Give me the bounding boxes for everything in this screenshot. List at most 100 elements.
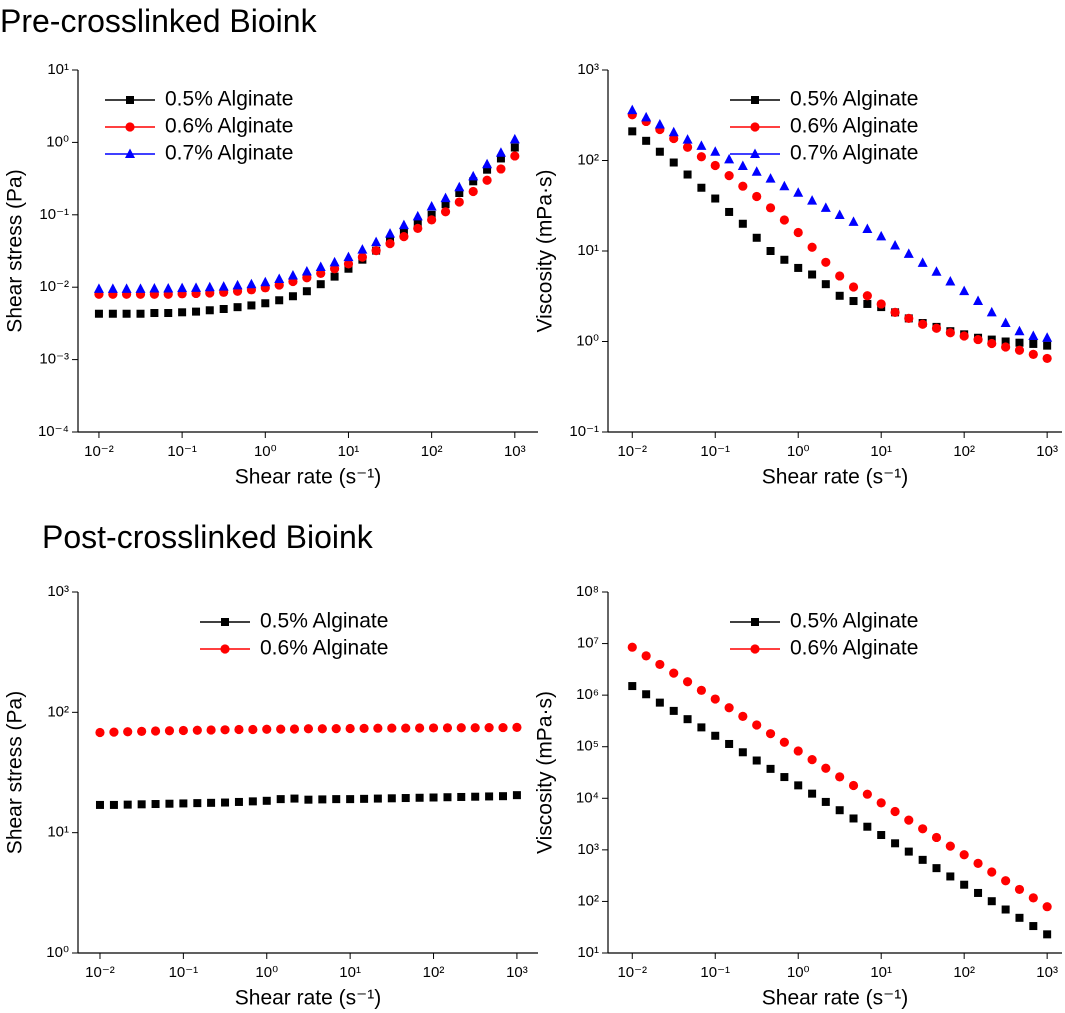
data-point — [317, 724, 327, 734]
data-point — [642, 690, 651, 699]
data-point — [457, 792, 466, 801]
data-point — [121, 283, 132, 293]
data-point — [95, 800, 104, 809]
data-point — [330, 272, 339, 281]
data-point — [945, 328, 955, 338]
legend-label: 0.7% Alginate — [165, 142, 293, 165]
data-point — [192, 307, 201, 316]
data-point — [627, 104, 638, 115]
data-point — [973, 295, 984, 306]
data-point — [1028, 330, 1039, 341]
x-tick-label: 10⁻² — [85, 964, 115, 981]
data-point — [876, 230, 887, 241]
x-axis-title: Shear rate (s⁻¹) — [762, 987, 908, 1010]
data-point — [274, 273, 285, 283]
data-point — [752, 720, 762, 730]
data-point — [219, 304, 228, 313]
data-point — [179, 799, 188, 808]
x-axis-title: Shear rate (s⁻¹) — [235, 987, 381, 1010]
data-point — [387, 794, 396, 803]
data-point — [780, 773, 789, 782]
data-point — [332, 795, 341, 804]
data-point — [413, 218, 422, 227]
data-point — [371, 246, 381, 256]
data-point — [766, 764, 775, 773]
data-point — [848, 780, 859, 791]
data-point — [346, 795, 355, 804]
x-tick-label: 10⁻¹ — [167, 443, 197, 460]
data-point — [835, 772, 845, 782]
y-tick-label: 10⁷ — [577, 635, 599, 652]
data-point — [835, 291, 844, 300]
data-point — [1042, 902, 1052, 912]
data-point — [343, 251, 354, 262]
data-point — [641, 651, 651, 661]
data-point — [696, 685, 706, 695]
data-point — [794, 263, 803, 272]
data-point — [710, 694, 720, 704]
legend-label: 0.5% Alginate — [790, 88, 918, 111]
y-axis-title: Shear stress (Pa) — [4, 691, 27, 854]
data-point — [399, 231, 409, 242]
data-point — [288, 292, 297, 301]
data-point — [109, 727, 119, 737]
data-point — [669, 706, 678, 715]
data-point — [192, 725, 202, 735]
data-point — [318, 795, 327, 804]
data-point — [931, 832, 942, 843]
legend-marker — [220, 644, 230, 654]
data-point — [260, 276, 271, 287]
data-point — [287, 270, 298, 280]
x-tick-label: 10³ — [504, 443, 526, 460]
legend-label: 0.6% Alginate — [790, 637, 918, 660]
data-point — [807, 755, 817, 765]
data-point — [178, 308, 187, 317]
y-tick-label: 10⁻⁴ — [38, 423, 69, 440]
data-point — [655, 147, 664, 156]
legend-label: 0.6% Alginate — [165, 115, 293, 138]
data-point — [807, 195, 818, 205]
data-point — [959, 850, 969, 860]
data-point — [484, 723, 494, 733]
legend-marker — [751, 618, 759, 626]
data-point — [987, 867, 997, 877]
section-heading: Post-crosslinked Bioink — [42, 519, 374, 555]
data-point — [974, 888, 983, 897]
x-axis-title: Shear rate (s⁻¹) — [762, 466, 908, 489]
data-point — [122, 309, 131, 318]
y-tick-label: 10⁻¹ — [39, 206, 69, 223]
data-point — [401, 723, 411, 733]
data-point — [246, 278, 257, 289]
data-point — [890, 307, 900, 317]
data-point — [793, 746, 803, 756]
data-point — [918, 824, 928, 834]
data-point — [262, 796, 271, 805]
data-point — [150, 309, 159, 318]
legend-marker — [750, 644, 760, 654]
data-point — [765, 729, 776, 739]
data-point — [696, 140, 707, 150]
y-tick-label: 10² — [577, 892, 599, 909]
data-point — [862, 291, 872, 301]
data-point — [931, 266, 942, 276]
data-point — [415, 793, 424, 802]
y-tick-label: 10³ — [47, 583, 69, 600]
x-tick-label: 10² — [953, 443, 975, 460]
data-point — [151, 800, 160, 809]
data-point — [150, 726, 161, 736]
data-point — [890, 240, 901, 250]
data-point — [510, 151, 520, 161]
data-point — [794, 781, 803, 790]
data-point — [454, 197, 464, 207]
data-point — [628, 682, 637, 691]
data-point — [247, 301, 256, 310]
data-point — [359, 723, 369, 733]
data-point — [862, 223, 873, 234]
data-point — [470, 723, 480, 733]
data-point — [793, 227, 803, 238]
data-point — [1014, 345, 1025, 355]
x-tick-label: 10⁻² — [617, 964, 647, 981]
data-point — [248, 797, 257, 806]
data-point — [483, 165, 492, 174]
y-tick-label: 10⁻³ — [39, 351, 69, 368]
